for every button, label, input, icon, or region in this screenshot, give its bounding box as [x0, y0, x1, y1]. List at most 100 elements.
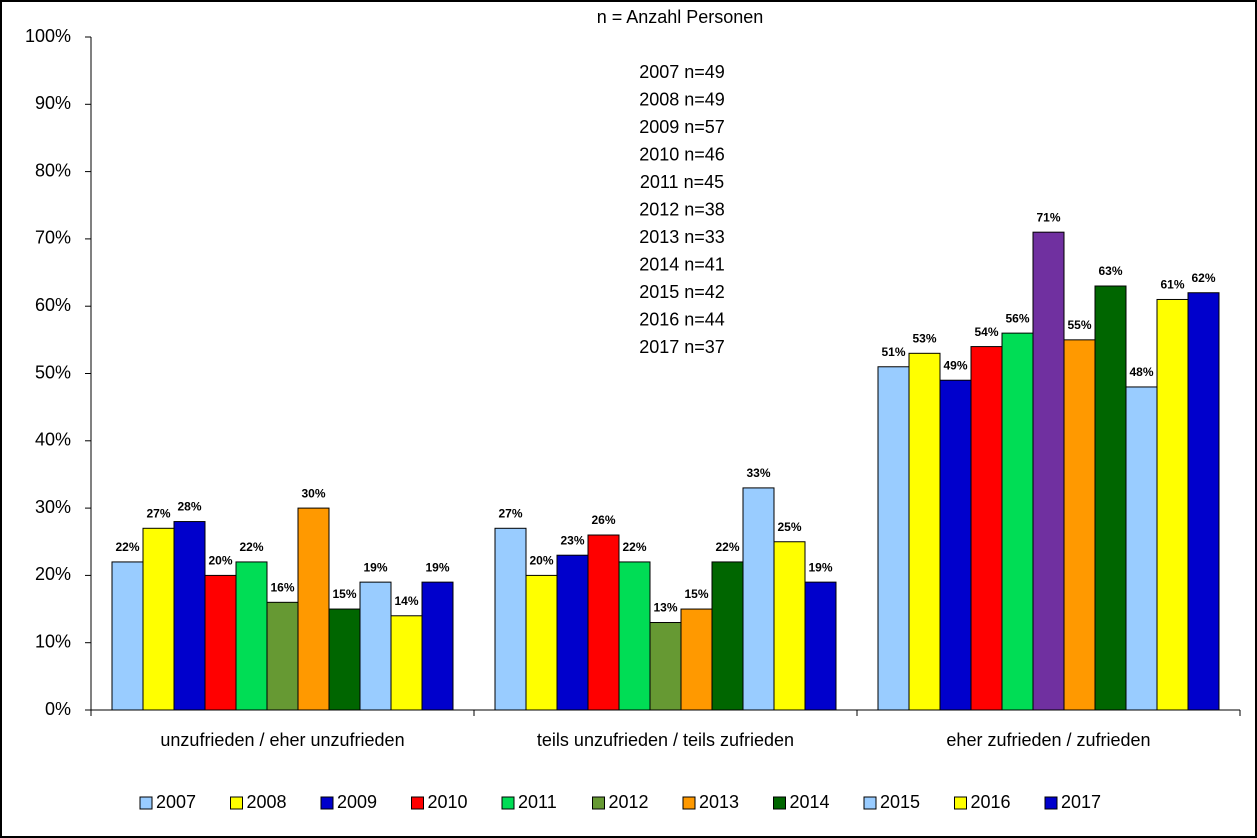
legend-swatch — [1044, 796, 1058, 810]
bar — [1063, 339, 1096, 711]
value-label: 33% — [746, 466, 770, 480]
bar — [649, 622, 682, 711]
annotation: 2012 n=38 — [639, 199, 725, 219]
bar — [111, 561, 144, 711]
bar — [1094, 285, 1127, 711]
bar — [1032, 231, 1065, 711]
value-label: 51% — [881, 345, 905, 359]
legend-label: 2011 — [518, 792, 557, 812]
value-label: 53% — [912, 331, 936, 345]
value-label: 48% — [1129, 365, 1153, 379]
y-tick-label: 90% — [35, 93, 71, 113]
legend-swatch — [773, 796, 786, 810]
legend-label: 2010 — [428, 792, 468, 812]
legend-swatch — [682, 796, 696, 810]
annotation: 2016 n=44 — [639, 309, 725, 329]
value-label: 22% — [115, 540, 139, 554]
value-label: 14% — [394, 594, 418, 608]
legend-label: 2015 — [880, 792, 920, 812]
value-label: 15% — [332, 587, 356, 601]
annotation: 2011 n=45 — [640, 172, 724, 192]
annotation: 2017 n=37 — [639, 337, 725, 357]
legend-label: 2014 — [790, 792, 830, 812]
bar — [804, 581, 837, 711]
bar — [877, 366, 910, 711]
bar — [587, 534, 620, 711]
value-label: 19% — [363, 560, 387, 574]
y-tick-label: 20% — [35, 564, 71, 584]
y-tick-label: 100% — [25, 26, 71, 46]
y-tick-label: 30% — [35, 497, 71, 517]
bar — [711, 561, 744, 711]
annotation: 2015 n=42 — [639, 282, 725, 302]
annotation: 2014 n=41 — [639, 254, 725, 274]
value-label: 27% — [146, 506, 170, 520]
bar — [773, 541, 806, 711]
bar — [359, 581, 392, 711]
value-label: 55% — [1067, 318, 1091, 332]
value-label: 71% — [1036, 210, 1060, 224]
value-label: 49% — [943, 358, 967, 372]
bar — [204, 574, 237, 711]
bar — [235, 561, 268, 711]
legend-swatch — [592, 796, 605, 810]
bar — [970, 346, 1003, 711]
value-label: 25% — [777, 520, 801, 534]
annotation: 2009 n=57 — [639, 117, 725, 137]
value-label: 20% — [208, 554, 232, 568]
legend-swatch — [954, 796, 967, 810]
annotation: 2010 n=46 — [639, 144, 725, 164]
value-label: 19% — [425, 560, 449, 574]
y-tick-label: 10% — [35, 631, 71, 651]
bar — [1001, 332, 1034, 711]
y-tick-label: 60% — [35, 295, 71, 315]
bar — [1156, 298, 1189, 711]
bar — [939, 379, 972, 711]
y-tick-label: 0% — [45, 699, 71, 719]
bar — [390, 615, 423, 711]
bar — [1187, 292, 1220, 711]
legend-label: 2017 — [1061, 792, 1101, 812]
y-tick-label: 70% — [35, 228, 71, 248]
value-label: 16% — [270, 580, 294, 594]
legend-swatch — [411, 796, 424, 810]
value-label: 56% — [1005, 311, 1029, 325]
bar — [297, 507, 330, 711]
bar — [173, 521, 206, 711]
x-tick-label: teils unzufrieden / teils zufrieden — [537, 730, 794, 750]
y-tick-label: 80% — [35, 160, 71, 180]
bar — [556, 554, 589, 711]
legend-label: 2012 — [609, 792, 649, 812]
value-label: 62% — [1191, 271, 1215, 285]
legend-label: 2007 — [156, 792, 196, 812]
x-tick-label: unzufrieden / eher unzufrieden — [160, 730, 404, 750]
legend-label: 2009 — [337, 792, 377, 812]
x-tick-label: eher zufrieden / zufrieden — [946, 730, 1150, 750]
value-label: 15% — [684, 587, 708, 601]
y-tick-label: 40% — [35, 430, 71, 450]
bar — [742, 487, 775, 711]
legend-label: 2008 — [247, 792, 287, 812]
value-label: 22% — [715, 540, 739, 554]
value-label: 22% — [239, 540, 263, 554]
y-tick-label: 50% — [35, 362, 71, 382]
annotation: 2007 n=49 — [639, 62, 725, 82]
value-label: 61% — [1160, 278, 1184, 292]
annotation: n = Anzahl Personen — [597, 7, 764, 27]
value-label: 13% — [653, 601, 677, 615]
value-label: 19% — [808, 560, 832, 574]
value-label: 23% — [560, 533, 584, 547]
legend-swatch — [230, 796, 243, 810]
value-label: 30% — [301, 486, 325, 500]
annotation: 2008 n=49 — [639, 89, 725, 109]
legend-swatch — [501, 796, 515, 810]
legend-swatch — [320, 796, 334, 810]
value-label: 28% — [177, 500, 201, 514]
annotation: 2013 n=33 — [639, 227, 725, 247]
legend-swatch — [139, 796, 153, 810]
bar — [328, 608, 361, 711]
bar — [618, 561, 651, 711]
bar — [266, 601, 299, 711]
